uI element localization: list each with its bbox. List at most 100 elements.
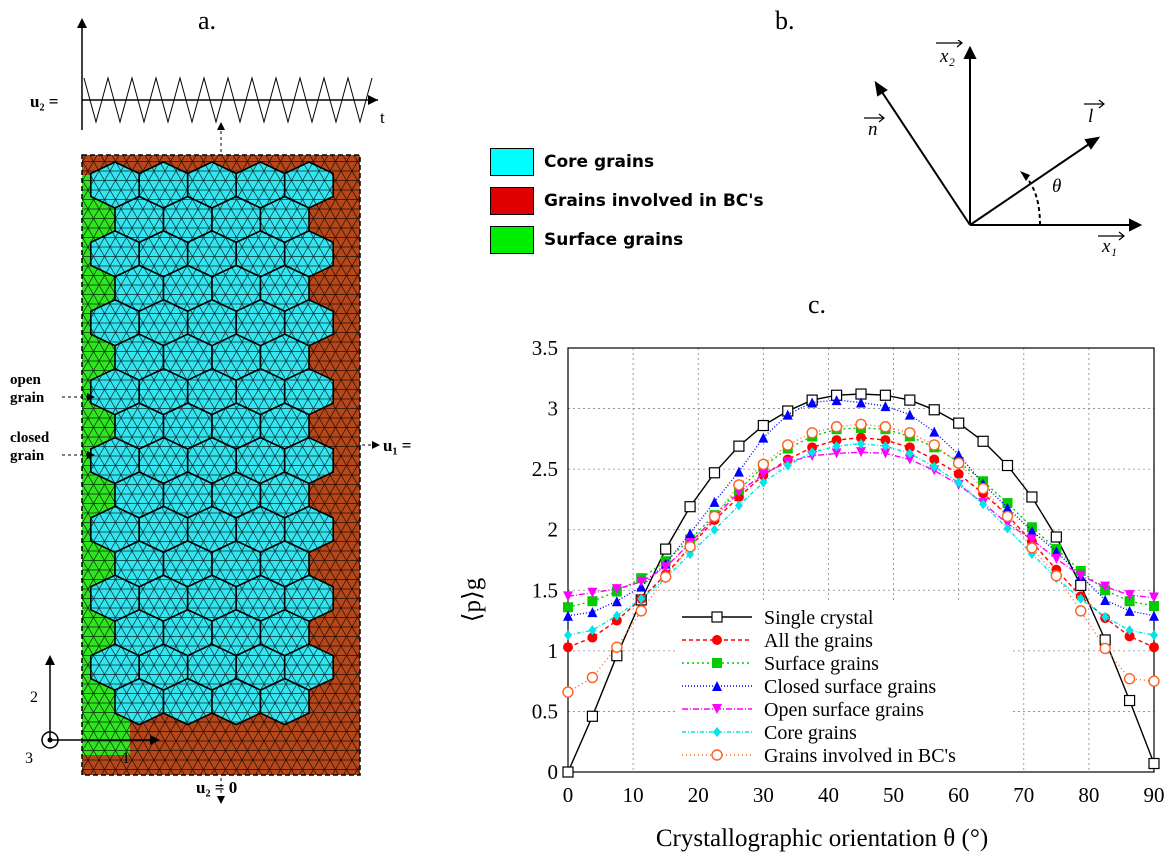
- data-point: [684, 540, 696, 553]
- legend-entry: Single crystal: [682, 607, 874, 629]
- panel-b-vectors: x₁ x₂ n l θ: [864, 40, 1143, 257]
- data-point: [806, 427, 818, 439]
- data-point: [637, 593, 646, 604]
- x-tick-label: 50: [883, 783, 904, 807]
- grain-legend-item: Core grains: [490, 148, 764, 176]
- legend-entry: Core grains: [682, 722, 857, 744]
- data-point: [1051, 553, 1062, 564]
- data-point: [564, 630, 572, 641]
- data-point: [879, 389, 892, 401]
- l-label: l: [1088, 106, 1093, 127]
- data-point: [563, 602, 573, 613]
- x-axis-label: Crystallographic orientation θ (°): [656, 825, 988, 852]
- data-point: [758, 468, 769, 479]
- legend-entry: All the grains: [682, 630, 873, 652]
- legend-label: Core grains: [764, 722, 857, 744]
- data-point: [562, 766, 574, 778]
- y-axis-label: ⟨p⟩g: [459, 577, 486, 622]
- data-point: [855, 418, 867, 431]
- series-line: [567, 451, 1155, 599]
- data-point: [904, 409, 915, 420]
- x-tick-label: 80: [1078, 783, 1099, 807]
- data-point: [953, 417, 965, 429]
- series-open-surface-grains: [563, 447, 1159, 603]
- data-point: [1124, 631, 1135, 642]
- data-point: [712, 635, 722, 645]
- data-point: [783, 460, 792, 471]
- data-point: [782, 409, 793, 420]
- data-point: [1149, 610, 1159, 621]
- data-point: [711, 749, 723, 761]
- data-point: [659, 571, 672, 583]
- grain-legend-label: Core grains: [544, 152, 655, 172]
- data-point: [830, 421, 843, 433]
- panel-c-label: c.: [808, 290, 827, 319]
- data-point: [832, 441, 841, 452]
- data-point: [710, 524, 719, 535]
- x-tick-label: 90: [1144, 783, 1165, 807]
- legend-entry: Closed surface grains: [682, 676, 936, 698]
- x1-label: x₁: [1101, 236, 1117, 257]
- data-point: [977, 482, 989, 495]
- data-point: [1149, 592, 1159, 603]
- data-point: [708, 510, 721, 523]
- data-point: [709, 496, 720, 507]
- data-point: [1001, 510, 1014, 523]
- panel-b-label: b.: [775, 6, 795, 35]
- legend-label: Closed surface grains: [764, 676, 936, 698]
- data-point: [954, 477, 963, 488]
- y-tick-label: 0: [548, 760, 559, 784]
- data-point: [1149, 642, 1159, 653]
- x-tick-label: 70: [1013, 783, 1034, 807]
- data-point: [586, 710, 599, 722]
- x-tick-label: 30: [753, 783, 774, 807]
- data-point: [1148, 675, 1160, 687]
- data-point: [856, 447, 866, 458]
- data-point: [953, 449, 964, 460]
- data-point: [930, 461, 939, 472]
- legend-entry: Open surface grains: [682, 699, 924, 721]
- data-point: [587, 632, 598, 643]
- y-tick-label: 3: [548, 397, 559, 421]
- data-point: [588, 625, 597, 636]
- grain-legend-label: Surface grains: [544, 230, 684, 250]
- data-point: [611, 584, 622, 595]
- axis-3-label: 3: [25, 750, 33, 767]
- data-point: [635, 605, 647, 617]
- y-tick-label: 1: [548, 639, 559, 663]
- data-point: [733, 440, 745, 452]
- legend-label: Grains involved in BC's: [764, 745, 956, 767]
- data-point: [953, 468, 964, 479]
- legend-entry: Surface grains: [682, 653, 879, 675]
- data-point: [712, 681, 722, 691]
- data-point: [881, 441, 890, 452]
- grain-legend-item: Grains involved in BC's: [490, 187, 764, 215]
- data-point: [856, 397, 866, 408]
- data-point: [587, 607, 598, 618]
- x-tick-label: 0: [563, 783, 574, 807]
- data-point: [611, 641, 623, 653]
- grain-legend-item: Surface grains: [490, 226, 764, 254]
- axis-1-label: 1: [122, 750, 130, 767]
- data-point: [952, 457, 965, 469]
- data-point: [1001, 459, 1014, 472]
- legend-bg: [676, 602, 1012, 770]
- data-point: [586, 671, 599, 684]
- open-grain-label: open grain: [10, 372, 45, 406]
- legend-entry: Grains involved in BC's: [682, 745, 956, 767]
- data-point: [1150, 630, 1158, 641]
- data-point: [1124, 605, 1135, 616]
- panel-a-mesh: t u₂ = u₁ = u₂ = 0 open grain closed gra…: [10, 18, 412, 804]
- plot-frame: [567, 347, 1155, 773]
- legend-label: Surface grains: [764, 653, 879, 675]
- data-point: [904, 427, 916, 439]
- data-point: [880, 401, 891, 412]
- grain-legend-swatch: [490, 187, 534, 215]
- grain-legend: Core grains Grains involved in BC's Surfac…: [490, 148, 764, 265]
- axis-2-label: 2: [30, 689, 38, 706]
- data-point: [1050, 570, 1063, 582]
- u2-bottom-label: u₂ = 0: [196, 778, 237, 797]
- data-point: [977, 435, 989, 447]
- data-point: [712, 704, 722, 714]
- legend-label: Single crystal: [764, 607, 874, 629]
